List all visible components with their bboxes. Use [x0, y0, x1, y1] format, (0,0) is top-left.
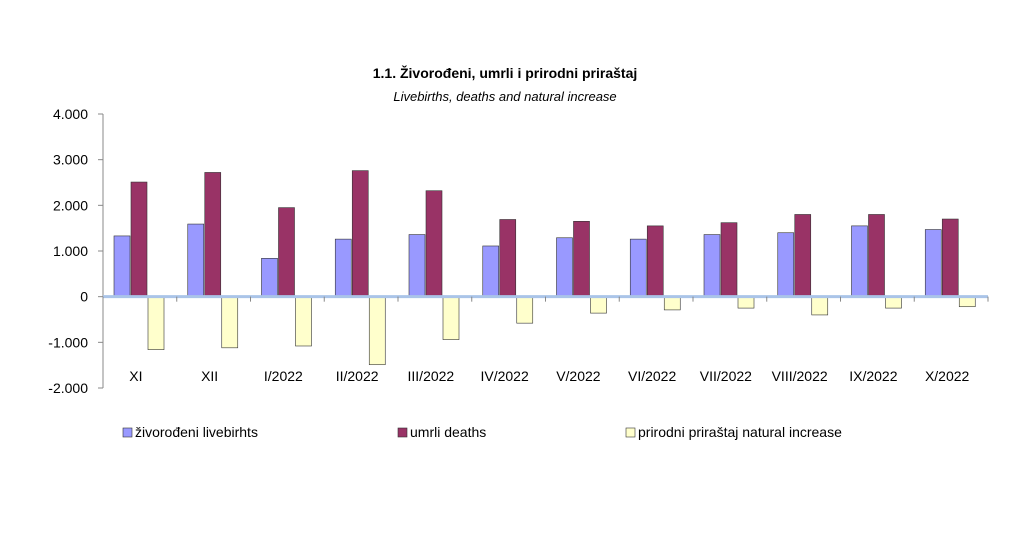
legend-label: prirodni priraštaj natural increase — [638, 424, 842, 440]
bar-natural-increase — [885, 296, 902, 309]
legend-swatch — [122, 427, 133, 438]
chart-title: 1.1. Živorođeni, umrli i prirodni priraš… — [373, 64, 638, 81]
bar-deaths — [794, 214, 812, 297]
y-tick-label: -1.000 — [48, 334, 88, 350]
bar-natural-increase — [221, 296, 239, 349]
bar-deaths — [720, 222, 738, 297]
bar-deaths — [278, 207, 295, 297]
category-label: V/2022 — [556, 368, 601, 384]
bar-deaths — [130, 181, 148, 297]
bar-livebirths — [261, 258, 278, 297]
bars — [113, 170, 976, 366]
bar-livebirths — [187, 223, 205, 297]
category-label: XII — [201, 368, 218, 384]
bar-natural-increase — [147, 296, 165, 350]
bar-natural-increase — [516, 296, 534, 324]
bar-deaths — [573, 221, 590, 297]
y-tick-label: 4.000 — [53, 106, 88, 122]
category-label: III/2022 — [408, 368, 455, 384]
category-label: IV/2022 — [480, 368, 528, 384]
bar-deaths — [499, 219, 517, 297]
category-label: II/2022 — [336, 368, 379, 384]
category-label: XI — [129, 368, 142, 384]
bar-natural-increase — [590, 296, 607, 314]
legend-swatch — [397, 427, 408, 438]
category-label: IX/2022 — [849, 368, 897, 384]
bar-natural-increase — [737, 296, 755, 309]
bar-livebirths — [408, 234, 426, 297]
bar-natural-increase — [295, 296, 312, 347]
bar-livebirths — [482, 245, 500, 297]
bar-natural-increase — [368, 296, 386, 366]
bar-livebirths — [703, 234, 721, 297]
bar-livebirths — [334, 238, 352, 297]
bar-livebirths — [777, 232, 795, 297]
category-label: I/2022 — [264, 368, 303, 384]
category-label: VII/2022 — [700, 368, 752, 384]
legend-swatch — [625, 427, 636, 438]
y-axis: 4.000 3.000 2.000 1.000 0 -1.000 -2.000 — [48, 106, 104, 396]
y-tick-label: 0 — [80, 289, 88, 305]
y-tick-label: 1.000 — [53, 243, 88, 259]
bar-natural-increase — [663, 296, 681, 311]
bar-natural-increase — [442, 296, 460, 340]
bar-natural-increase — [811, 296, 829, 316]
chart-subtitle: Livebirths, deaths and natural increase — [393, 89, 616, 104]
x-axis — [102, 295, 989, 302]
y-tick-label: -2.000 — [48, 380, 88, 396]
y-tick-label: 3.000 — [53, 152, 88, 168]
bar-deaths — [941, 218, 959, 297]
legend: živorođeni livebirhts umrli deaths prirodn… — [122, 424, 842, 440]
bar-deaths — [868, 214, 885, 297]
bar-deaths — [351, 170, 369, 297]
bar-livebirths — [629, 238, 647, 297]
y-tick-label: 2.000 — [53, 197, 88, 213]
bar-livebirths — [556, 237, 573, 297]
bar-livebirths — [924, 229, 942, 297]
bar-deaths — [646, 225, 664, 297]
bar-livebirths — [113, 235, 131, 297]
bar-deaths — [425, 190, 443, 297]
legend-label: umrli deaths — [410, 424, 486, 440]
category-labels: XI XII I/2022 II/2022 III/2022 IV/2022 V/2022 V… — [129, 368, 969, 384]
category-label: X/2022 — [925, 368, 970, 384]
bar-livebirths — [851, 225, 868, 297]
bar-natural-increase — [958, 296, 976, 308]
bar-deaths — [204, 172, 222, 297]
legend-label: živorođeni livebirhts — [135, 424, 258, 440]
category-label: VI/2022 — [628, 368, 676, 384]
category-label: VIII/2022 — [772, 368, 828, 384]
